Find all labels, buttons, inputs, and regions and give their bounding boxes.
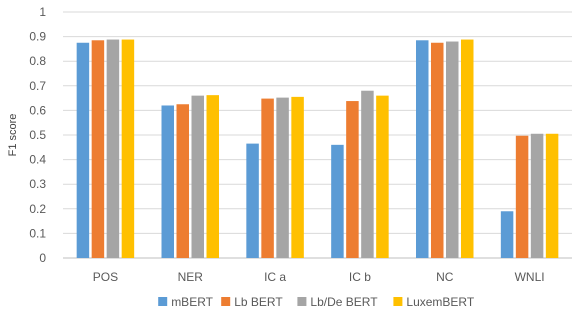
bar xyxy=(76,42,90,258)
bar xyxy=(515,135,529,258)
bar xyxy=(176,104,189,258)
bar xyxy=(461,39,474,258)
y-tick-label: 0.3 xyxy=(29,177,46,191)
bar xyxy=(431,42,444,258)
y-tick-label: 0.5 xyxy=(29,128,46,142)
legend-swatch xyxy=(297,297,307,306)
gridlines xyxy=(63,11,572,259)
x-category-label: WNLI xyxy=(515,270,545,284)
x-category-label: IC b xyxy=(349,270,371,284)
bar xyxy=(446,41,459,258)
legend-label: Lb/De BERT xyxy=(310,295,378,309)
legend-label: LuxemBERT xyxy=(406,295,474,309)
y-axis-ticks: 0 0.1 0.2 0.3 0.4 0.5 0.6 0.7 0.8 0.9 1 xyxy=(29,5,46,265)
bar xyxy=(121,39,135,258)
bar xyxy=(416,40,429,258)
legend-swatch xyxy=(158,297,168,306)
legend-label: mBERT xyxy=(171,295,213,309)
bars xyxy=(76,39,559,259)
y-tick-label: 0.8 xyxy=(29,54,46,68)
bar xyxy=(361,90,374,258)
bar xyxy=(246,143,259,258)
category-labels: POS NER IC a IC b NC WNLI xyxy=(93,270,545,284)
bar xyxy=(530,133,544,258)
bar xyxy=(500,211,514,258)
bar xyxy=(91,40,105,258)
x-category-label: IC a xyxy=(264,270,286,284)
bar xyxy=(276,97,289,258)
y-tick-label: 0.2 xyxy=(29,202,46,216)
x-category-label: NC xyxy=(436,270,454,284)
y-tick-label: 0.4 xyxy=(29,153,46,167)
y-tick-label: 0 xyxy=(39,251,46,265)
bar xyxy=(206,95,219,258)
y-tick-label: 0.7 xyxy=(29,79,46,93)
y-tick-label: 1 xyxy=(39,5,46,19)
bar xyxy=(346,101,359,258)
bar xyxy=(291,96,304,259)
legend-label: Lb BERT xyxy=(234,295,283,309)
bar xyxy=(106,39,120,258)
y-tick-label: 0.1 xyxy=(29,226,46,240)
bar xyxy=(161,105,174,258)
bar xyxy=(545,133,559,258)
legend-swatch xyxy=(393,297,403,306)
bar xyxy=(261,98,274,258)
y-tick-label: 0.9 xyxy=(29,30,46,44)
bar xyxy=(331,144,344,258)
y-axis-label: F1 score xyxy=(7,114,19,157)
x-category-label: POS xyxy=(93,270,118,284)
bar xyxy=(376,95,389,258)
bar xyxy=(191,95,204,258)
legend: mBERT Lb BERT Lb/De BERT LuxemBERT xyxy=(158,295,475,309)
x-category-label: NER xyxy=(178,270,204,284)
legend-swatch xyxy=(221,297,231,306)
y-tick-label: 0.6 xyxy=(29,103,46,117)
